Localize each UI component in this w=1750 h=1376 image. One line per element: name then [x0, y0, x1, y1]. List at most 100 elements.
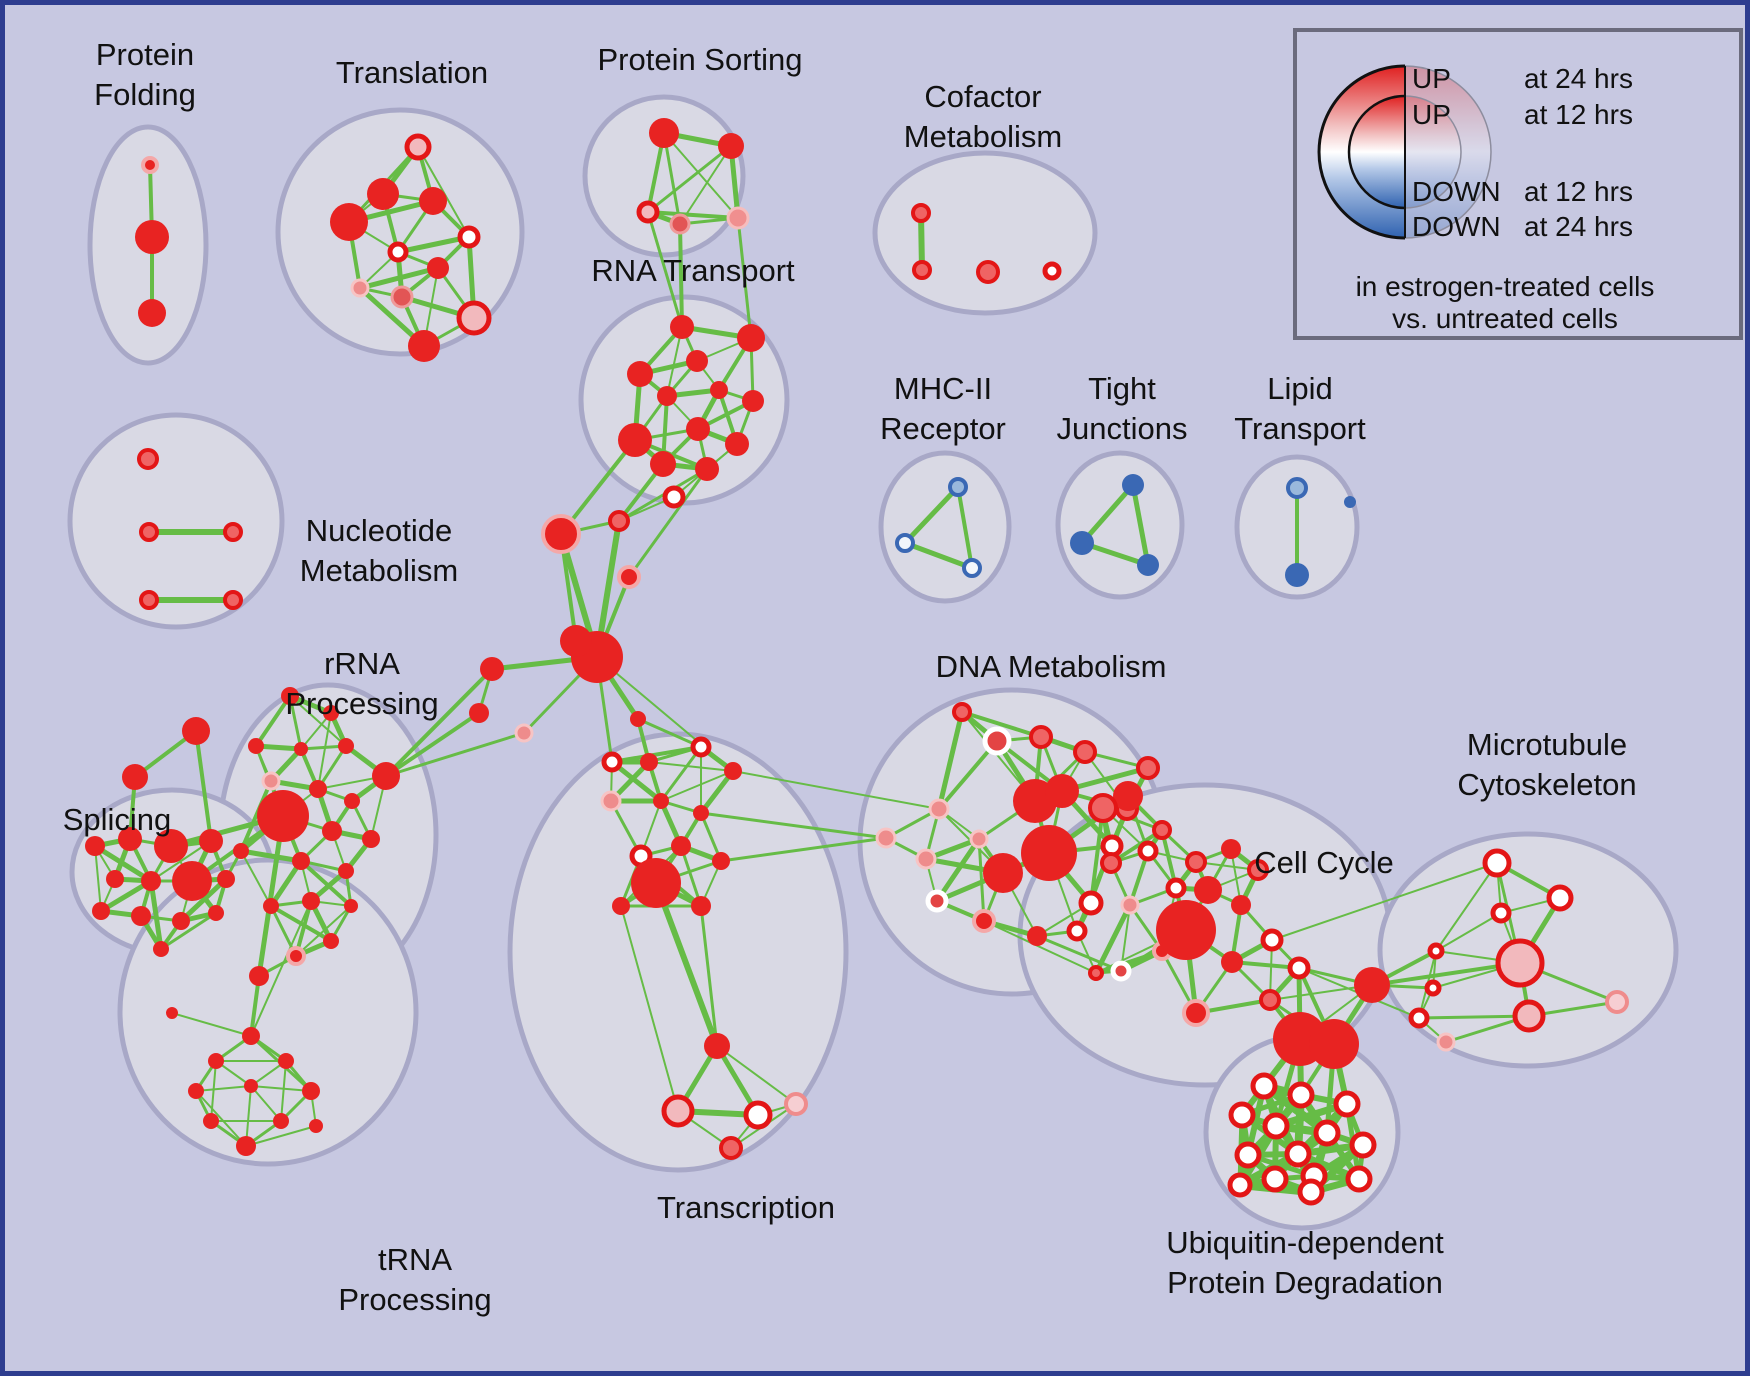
network-node	[948, 477, 968, 497]
network-edge	[620, 905, 679, 1112]
network-node	[408, 330, 440, 362]
network-node	[631, 858, 681, 908]
network-node	[1260, 928, 1284, 952]
network-edge	[384, 711, 481, 778]
legend-time-label: at 12 hrs	[1524, 99, 1633, 130]
network-node	[292, 852, 310, 870]
network-edge	[245, 1125, 317, 1147]
legend-footer-text: in estrogen-treated cells	[1356, 271, 1655, 302]
network-node	[281, 687, 299, 705]
network-node	[612, 897, 630, 915]
network-edge	[178, 876, 229, 924]
network-edge	[195, 1085, 252, 1092]
network-node	[138, 299, 166, 327]
network-node	[691, 896, 711, 916]
network-node	[541, 514, 581, 554]
network-node	[1344, 496, 1356, 508]
cluster-label-lipidTransport: Lipid	[1267, 371, 1333, 406]
network-edge	[1370, 961, 1522, 987]
network-node	[208, 1053, 224, 1069]
network-node	[85, 836, 105, 856]
network-node	[330, 203, 368, 241]
network-node	[725, 432, 749, 456]
network-edge	[1271, 862, 1498, 941]
cluster-label-mhc: MHC-II	[894, 371, 992, 406]
network-node	[182, 717, 210, 745]
network-node	[1073, 740, 1097, 764]
network-node	[617, 565, 641, 589]
network-node	[480, 657, 504, 681]
network-node	[712, 852, 730, 870]
network-node	[302, 1082, 320, 1100]
network-edge	[736, 216, 753, 340]
cluster-label-microtubule: Microtubule	[1467, 727, 1627, 762]
network-node	[1605, 990, 1629, 1014]
network-node	[154, 829, 188, 863]
legend-disc-inner-left	[1349, 96, 1405, 208]
network-node	[1113, 781, 1143, 811]
network-node	[671, 836, 691, 856]
network-node	[387, 241, 409, 263]
network-node	[657, 386, 677, 406]
network-node	[1349, 1131, 1377, 1159]
cluster-bubble-transcription	[507, 731, 849, 1173]
network-node	[1262, 1112, 1290, 1140]
network-node	[141, 871, 161, 891]
network-node	[1045, 774, 1079, 808]
network-edge	[719, 836, 888, 863]
network-node	[199, 829, 223, 853]
network-node	[670, 315, 694, 339]
network-node	[1137, 840, 1159, 862]
legend-time-label: at 12 hrs	[1524, 176, 1633, 207]
network-edge	[238, 848, 304, 864]
network-edge	[1130, 482, 1151, 568]
network-edge	[150, 840, 212, 882]
network-node	[1110, 960, 1132, 982]
network-node	[743, 1100, 773, 1130]
network-edge	[195, 1090, 247, 1147]
cluster-label-cellcycle: Cell Cycle	[1254, 845, 1394, 880]
network-node	[367, 178, 399, 210]
network-edge	[610, 745, 703, 764]
network-node	[217, 870, 235, 888]
network-node	[203, 1113, 219, 1129]
cluster-label-tightJunctions: Junctions	[1057, 411, 1188, 446]
network-edge	[1417, 1014, 1531, 1020]
network-node	[1227, 1172, 1253, 1198]
network-node	[273, 1113, 289, 1129]
network-node	[278, 1053, 294, 1069]
network-edge	[716, 1045, 797, 1105]
cluster-label-dna: DNA Metabolism	[936, 649, 1167, 684]
network-node	[976, 260, 1000, 284]
network-node	[1284, 1140, 1312, 1168]
network-node	[294, 742, 308, 756]
network-edge	[1435, 912, 1502, 952]
cluster-bubble-mhc	[878, 450, 1012, 604]
network-edge	[249, 974, 261, 1038]
legend-box	[1293, 28, 1743, 340]
network-edge	[660, 770, 734, 802]
network-node	[875, 827, 897, 849]
network-node	[344, 793, 360, 809]
network-node	[322, 821, 342, 841]
network-node	[286, 946, 306, 966]
network-node	[1029, 725, 1053, 749]
legend-footer-text: vs. untreated cells	[1392, 303, 1618, 334]
network-edge	[627, 467, 709, 579]
network-node	[726, 206, 750, 230]
network-edge	[679, 844, 703, 908]
network-node	[139, 590, 159, 610]
network-node	[172, 912, 190, 930]
network-edge	[384, 731, 526, 778]
network-node	[261, 771, 281, 791]
network-edge	[288, 694, 303, 751]
network-edge	[662, 131, 682, 226]
network-node	[1297, 1178, 1325, 1206]
network-edge	[636, 717, 703, 749]
network-node	[172, 861, 212, 901]
network-node	[106, 870, 124, 888]
cluster-label-microtubule: Cytoskeleton	[1457, 767, 1636, 802]
cluster-label-ubiquitin: Protein Degradation	[1167, 1265, 1443, 1300]
network-edge	[256, 813, 286, 979]
network-node	[669, 213, 691, 235]
